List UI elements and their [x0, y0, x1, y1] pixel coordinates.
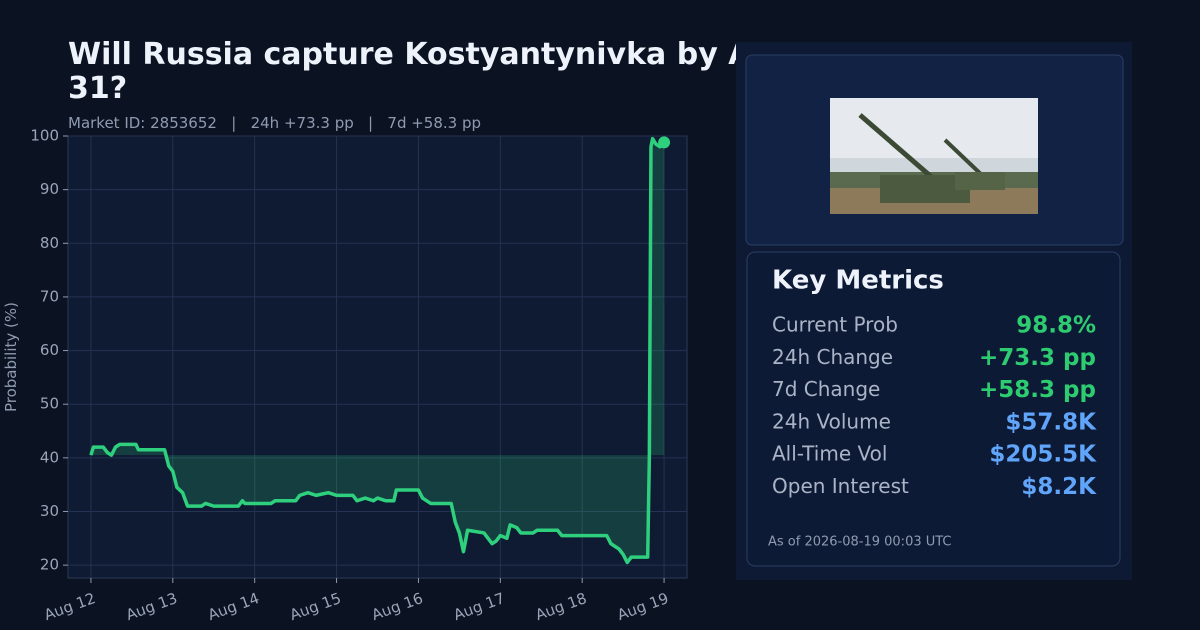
metric-value: $8.2K	[1021, 474, 1097, 500]
y-tick-label: 80	[40, 234, 59, 252]
line	[89, 136, 666, 565]
metric-value: $205.5K	[989, 442, 1097, 468]
metric-value: +58.3 pp	[979, 377, 1096, 403]
panel-title: Key Metrics	[772, 266, 944, 296]
y-tick-label: 50	[40, 395, 59, 413]
metric-label: Current Prob	[772, 313, 898, 337]
x-tick-label: Aug 17	[451, 589, 507, 624]
x-tick-label: Aug 13	[124, 589, 180, 624]
y-tick-label: 20	[40, 556, 59, 574]
metrics-card	[746, 251, 1121, 567]
metric-label: 24h Change	[772, 345, 893, 369]
x-tick-label: Aug 18	[533, 589, 589, 624]
y-tick-label: 90	[40, 180, 59, 198]
photo	[830, 98, 1038, 214]
metric-label: Open Interest	[772, 474, 909, 498]
end-point	[658, 136, 671, 149]
x-tick-label: Aug 14	[205, 589, 261, 624]
y-tick-label: 60	[40, 341, 59, 359]
chart-title: Will Russia capture Kostyantynivka by Au…	[68, 37, 848, 106]
y-tick-label: 40	[40, 448, 59, 466]
metric-value: 98.8%	[1016, 313, 1096, 339]
x-tick-label: Aug 16	[369, 589, 425, 624]
y-tick-label: 70	[40, 287, 59, 305]
y-tick-label: 100	[30, 127, 59, 145]
metric-value: +73.3 pp	[979, 345, 1096, 371]
x-tick-label: Aug 12	[42, 589, 98, 624]
metric-label: All-Time Vol	[772, 442, 887, 466]
metric-label: 24h Volume	[772, 409, 891, 433]
subtitle: Market ID: 2853652 | 24h +73.3 pp | 7d +…	[68, 114, 482, 132]
plot-area	[67, 135, 688, 579]
metric-value: $57.8K	[1005, 409, 1097, 435]
metric-label: 7d Change	[772, 377, 880, 401]
x-tick-label: Aug 19	[615, 589, 671, 624]
area-fill	[90, 138, 665, 563]
footnote: As of 2026-08-19 00:03 UTC	[768, 535, 952, 550]
x-tick-label: Aug 15	[287, 589, 343, 624]
y-axis-label: Probability (%)	[2, 302, 20, 412]
y-tick-label: 30	[40, 502, 59, 520]
